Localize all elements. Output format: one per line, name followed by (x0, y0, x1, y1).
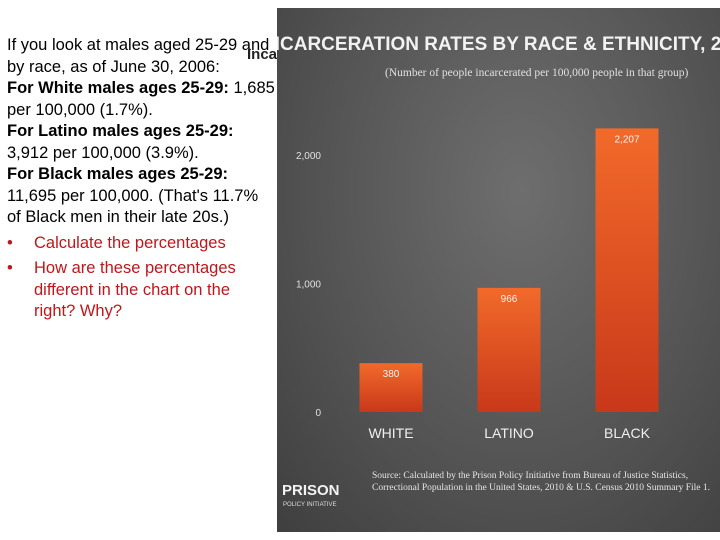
question-item: • How are these percentages different in … (7, 258, 275, 323)
chart-title: INCARCERATION RATES BY RACE & ETHNICITY,… (277, 34, 720, 55)
left-text-panel: If you look at males aged 25-29 and by r… (7, 35, 275, 327)
y-tick-label: 2,000 (296, 151, 321, 162)
question-text: Calculate the percentages (34, 233, 226, 252)
question-list: • Calculate the percentages • How are thes… (7, 233, 275, 323)
y-tick-label: 1,000 (296, 280, 321, 291)
category-label: LATINO (484, 425, 534, 441)
stat-latino-value: 3,912 per 100,000 (3.9%). (7, 143, 199, 162)
bullet-icon: • (7, 233, 13, 252)
bar-chart: INCARCERATION RATES BY RACE & ETHNICITY,… (277, 34, 720, 508)
bar-white (359, 363, 423, 412)
bar-value-label: 966 (501, 294, 518, 305)
stat-latino-label: For Latino males ages 25-29: (7, 122, 234, 140)
stat-black-label: For Black males ages 25-29: (7, 165, 229, 183)
logo-main: PRISON (282, 482, 340, 499)
bullet-icon: • (7, 259, 13, 277)
stat-black: For Black males ages 25-29: 11,695 per 1… (7, 164, 275, 229)
stat-white-label: For White males ages 25-29: (7, 79, 229, 97)
bar-latino (477, 287, 541, 412)
stat-white: For White males ages 25-29: 1,685 per 10… (7, 78, 275, 121)
question-text: How are these percentages different in t… (34, 259, 236, 320)
chart-subtitle: (Number of people incarcerated per 100,0… (385, 67, 689, 79)
y-tick-label: 0 (315, 408, 321, 419)
chart-panel: INCARCERATION RATES BY RACE & ETHNICITY,… (277, 8, 720, 532)
stat-black-value: 11,695 per 100,000. (That's 11.7% of Bla… (7, 186, 259, 227)
source-note: Source: Calculated by the Prison Policy … (372, 471, 711, 493)
category-label: WHITE (368, 425, 413, 441)
question-item: • Calculate the percentages (7, 233, 275, 255)
intro-text: If you look at males aged 25-29 and by r… (7, 36, 270, 76)
category-label: BLACK (604, 425, 651, 441)
stat-white-value: 1,685 per 100,000 (1.7%). (7, 79, 275, 119)
bar-value-label: 2,207 (614, 134, 639, 145)
stat-latino: For Latino males ages 25-29: 3,912 per 1… (7, 121, 275, 164)
overlap-title-fragment: Inca (247, 46, 278, 63)
logo-sub: POLICY INITIATIVE (283, 502, 336, 508)
bar-value-label: 380 (383, 369, 400, 380)
bar-black (595, 128, 659, 412)
